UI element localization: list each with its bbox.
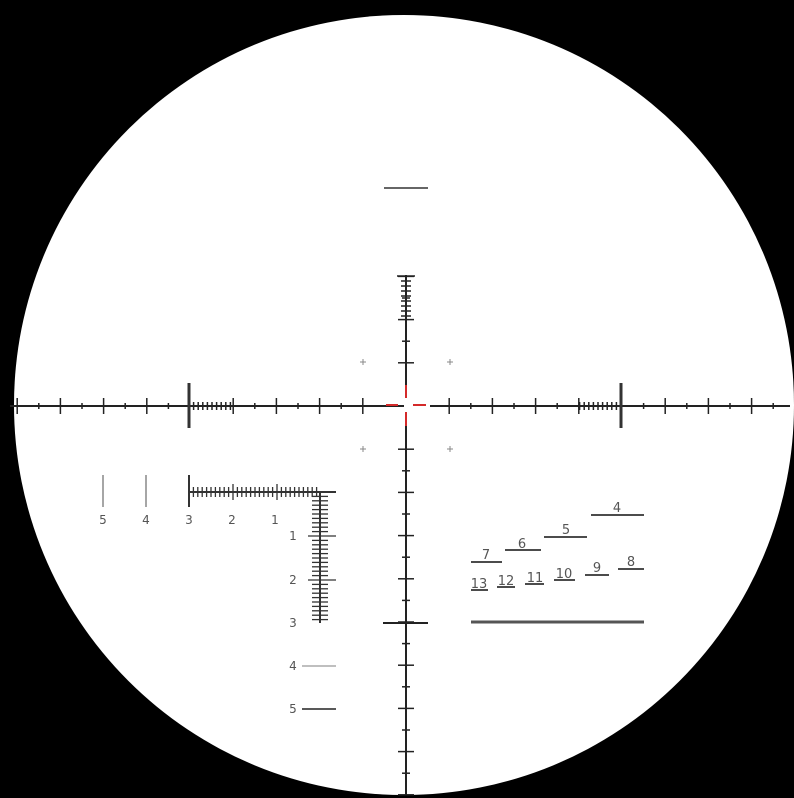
ladder-label: 12 xyxy=(498,574,515,589)
vertical-scale-label: 3 xyxy=(289,616,297,630)
vertical-scale-label: 5 xyxy=(289,702,297,716)
left-scale-label: 1 xyxy=(271,513,279,527)
aux-crosses xyxy=(360,359,453,452)
left-scale-label: 2 xyxy=(228,513,236,527)
ladder-label: 11 xyxy=(527,571,544,586)
left-scale-label: 3 xyxy=(185,513,193,527)
ladder-label: 8 xyxy=(627,555,635,570)
ladder-label: 4 xyxy=(613,501,621,516)
ladder-label: 9 xyxy=(593,561,601,576)
center-aim-mark xyxy=(386,385,426,426)
ladder-label: 5 xyxy=(562,523,570,538)
vertical-scale-label: 1 xyxy=(289,529,297,543)
left-scale-label: 5 xyxy=(99,513,107,527)
ladder-label: 7 xyxy=(482,548,490,563)
vertical-scale-label: 2 xyxy=(289,573,297,587)
horizontal-posts xyxy=(187,383,623,428)
horizontal-ticks xyxy=(16,398,774,414)
ladder-label: 13 xyxy=(471,577,488,592)
ladder-label: 10 xyxy=(556,567,573,582)
left-measurement-scale: 5 4 3 2 1 1 2 3 4 5 xyxy=(99,475,428,716)
ranging-ladder: 4 5 6 7 8 9 10 11 12 13 xyxy=(471,501,644,624)
left-scale-label: 4 xyxy=(142,513,150,527)
ladder-label: 6 xyxy=(518,537,526,552)
vertical-scale-label: 4 xyxy=(289,659,297,673)
